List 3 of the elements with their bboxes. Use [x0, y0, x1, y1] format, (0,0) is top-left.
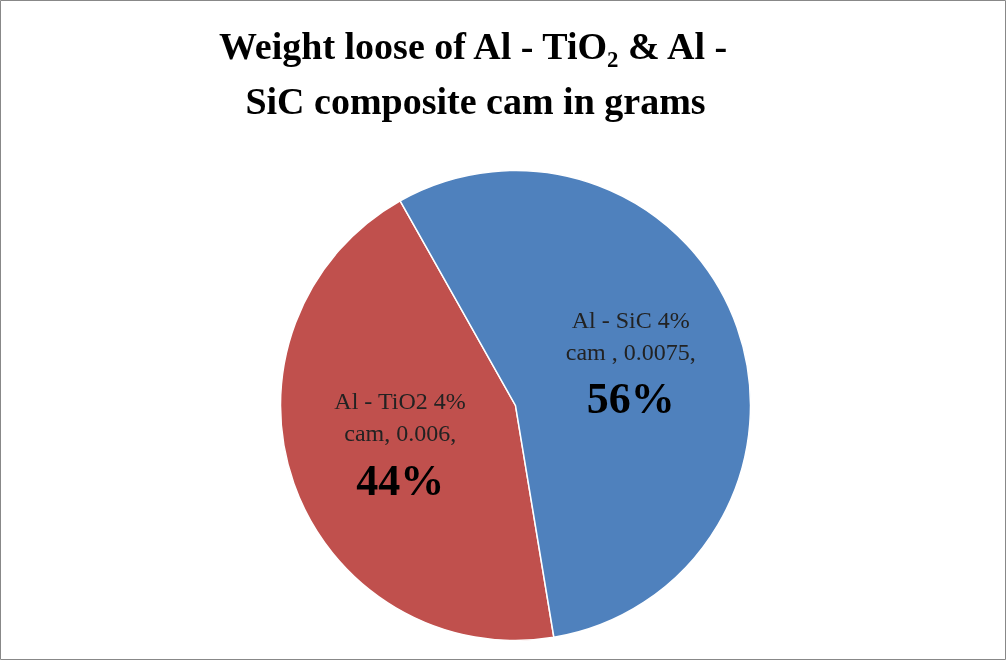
slice-label: Al - SiC 4% cam , 0.0075, 56% [565, 306, 696, 424]
chart-title: Weight loose of Al - TiO₂ & Al - SiC composite cam in grams [218, 24, 728, 122]
slice-label: Al - TiO2 4% cam, 0.006, 44% [334, 388, 466, 505]
